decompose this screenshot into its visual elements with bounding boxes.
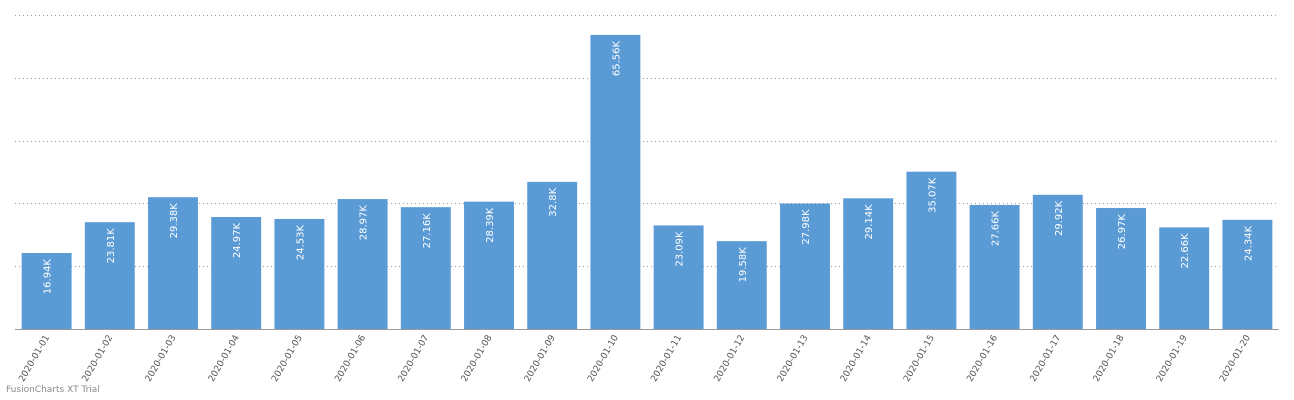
bar-2020-01-03[interactable] [148, 197, 198, 329]
bar-2020-01-19[interactable] [1159, 227, 1210, 329]
value-labels: 16.94K 23.81K 29.38K 24.97K 24.53K 28.97K 27.1… [43, 40, 1255, 294]
value-label: 35.07K [927, 177, 938, 213]
bar-2020-01-16[interactable] [969, 204, 1020, 329]
value-label: 24.34K [1243, 225, 1254, 261]
x-tick-label: 2020-01-09 [523, 333, 558, 384]
value-label: 65.56K [611, 40, 622, 76]
value-label: 29.14K [864, 204, 875, 240]
bar-2020-01-13[interactable] [780, 203, 830, 329]
x-tick-label: 2020-01-08 [460, 333, 495, 384]
bar-2020-01-10[interactable] [590, 34, 641, 330]
bars [21, 34, 1273, 330]
bar-2020-01-18[interactable] [1096, 208, 1146, 329]
value-label: 24.97K [232, 223, 243, 259]
x-tick-label: 2020-01-14 [839, 333, 874, 384]
x-tick-label: 2020-01-17 [1029, 334, 1064, 384]
value-label: 23.09K [675, 231, 686, 267]
x-tick-label: 2020-01-20 [1218, 333, 1253, 384]
x-tick-label: 2020-01-03 [144, 334, 179, 384]
bar-2020-01-14[interactable] [843, 198, 894, 329]
x-tick-labels: 2020-01-01 2020-01-02 2020-01-03 2020-01-04… [17, 333, 1253, 384]
value-label: 29.38K [169, 203, 180, 239]
bar-2020-01-09[interactable] [527, 181, 578, 329]
value-label: 16.94K [43, 259, 54, 295]
bar-2020-01-20[interactable] [1222, 219, 1273, 329]
value-label: 28.97K [359, 205, 370, 241]
value-label: 28.39K [485, 207, 496, 243]
x-tick-label: 2020-01-05 [270, 334, 305, 384]
bar-2020-01-15[interactable] [906, 171, 957, 329]
bar-2020-01-08[interactable] [464, 201, 514, 329]
bar-2020-01-05[interactable] [274, 218, 325, 329]
value-label: 29.92K [1054, 200, 1065, 236]
x-tick-label: 2020-01-04 [207, 333, 242, 384]
x-tick-label: 2020-01-01 [17, 334, 52, 384]
x-tick-label: 2020-01-11 [649, 334, 684, 384]
value-label: 27.98K [801, 209, 812, 245]
x-tick-label: 2020-01-16 [965, 333, 1000, 384]
bar-2020-01-06[interactable] [337, 199, 388, 329]
x-tick-label: 2020-01-19 [1155, 333, 1190, 384]
watermark: FusionCharts XT Trial [6, 385, 100, 395]
value-label: 19.58K [738, 247, 749, 283]
value-label: 23.81K [106, 228, 117, 264]
value-label: 24.53K [295, 225, 306, 261]
value-label: 27.66K [991, 210, 1002, 246]
bar-2020-01-17[interactable] [1032, 194, 1083, 329]
x-tick-label: 2020-01-02 [81, 334, 116, 384]
bar-2020-01-04[interactable] [211, 216, 262, 329]
bar-2020-01-11[interactable] [653, 225, 704, 329]
x-tick-label: 2020-01-18 [1092, 333, 1127, 384]
bar-2020-01-01[interactable] [21, 253, 72, 329]
x-tick-label: 2020-01-06 [333, 333, 368, 384]
x-tick-label: 2020-01-15 [902, 334, 937, 384]
x-tick-label: 2020-01-07 [397, 334, 432, 384]
gridlines [15, 15, 1279, 267]
value-label: 22.66K [1180, 233, 1191, 269]
value-label: 26.97K [1117, 214, 1128, 250]
bar-2020-01-07[interactable] [400, 207, 451, 329]
x-tick-label: 2020-01-13 [776, 334, 811, 384]
value-label: 27.16K [422, 213, 433, 249]
x-tick-label: 2020-01-12 [713, 334, 748, 384]
value-label: 32.8K [548, 187, 559, 216]
bar-2020-01-12[interactable] [716, 241, 767, 329]
x-tick-label: 2020-01-10 [586, 333, 621, 384]
bar-2020-01-02[interactable] [84, 222, 135, 329]
